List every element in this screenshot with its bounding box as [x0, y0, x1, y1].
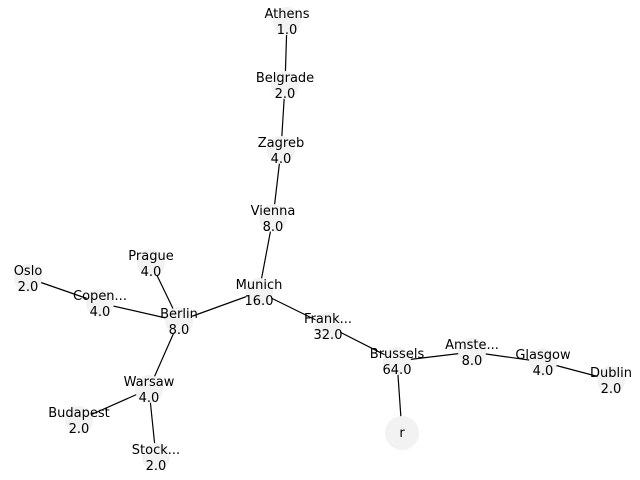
node-value: 1.0 [277, 23, 298, 38]
node-circle [86, 289, 114, 317]
node-value: 4.0 [90, 305, 111, 320]
node-value: 4.0 [533, 364, 554, 379]
node-circle [273, 7, 301, 35]
node-label: Munich [236, 278, 283, 293]
node-circle [65, 406, 93, 434]
node-layer: Athens1.0Belgrade2.0Zagreb4.0Vienna8.0Mu… [14, 7, 632, 474]
node-circle [135, 375, 163, 403]
node-circle [137, 249, 165, 277]
node-copenhagen: Copen...4.0 [73, 289, 127, 320]
node-label: Dublin [590, 366, 632, 381]
node-amsterdam: Amste...8.0 [445, 338, 499, 369]
node-circle [385, 416, 419, 450]
node-label: Belgrade [256, 71, 314, 86]
node-circle [314, 312, 342, 340]
edge-layer [27, 20, 612, 458]
node-value: 8.0 [462, 354, 483, 369]
node-value: 64.0 [383, 363, 412, 378]
node-value: 8.0 [169, 323, 190, 338]
node-label: Athens [264, 7, 309, 22]
edge-munich-berlin [178, 291, 260, 322]
node-value: 4.0 [139, 391, 160, 406]
node-circle [245, 278, 273, 306]
node-value: 2.0 [601, 382, 622, 397]
node-label: Budapest [48, 406, 110, 421]
node-circle [259, 204, 287, 232]
node-label: Frank... [304, 312, 352, 327]
node-circle [271, 71, 299, 99]
node-frankfurt: Frank...32.0 [304, 312, 352, 343]
node-label: Warsaw [124, 375, 175, 390]
node-value: 4.0 [141, 265, 162, 280]
node-value: 2.0 [146, 459, 167, 474]
node-label: Amste... [445, 338, 499, 353]
node-value: 2.0 [69, 422, 90, 437]
node-root: r [385, 416, 419, 450]
node-circle [14, 264, 42, 292]
node-circle [383, 347, 411, 375]
node-value: 32.0 [314, 328, 343, 343]
node-label: Oslo [14, 264, 43, 279]
node-circle [458, 338, 486, 366]
node-value: 8.0 [263, 220, 284, 235]
node-stockholm: Stock...2.0 [132, 443, 180, 474]
node-label: Stock... [132, 443, 180, 458]
node-value: 16.0 [245, 294, 274, 309]
node-label: Glasgow [515, 348, 571, 363]
node-label: Zagreb [258, 136, 304, 151]
node-circle [142, 443, 170, 471]
node-label: Berlin [160, 307, 198, 322]
node-label: Copen... [73, 289, 127, 304]
node-circle [165, 307, 193, 335]
node-circle [529, 348, 557, 376]
node-label: Vienna [251, 204, 296, 219]
node-label: r [399, 426, 405, 441]
node-value: 2.0 [275, 87, 296, 102]
node-value: 2.0 [18, 280, 39, 295]
node-value: 4.0 [271, 152, 292, 167]
node-circle [267, 136, 295, 164]
node-circle [597, 366, 625, 394]
node-label: Brussels [370, 347, 425, 362]
node-label: Prague [128, 249, 173, 264]
